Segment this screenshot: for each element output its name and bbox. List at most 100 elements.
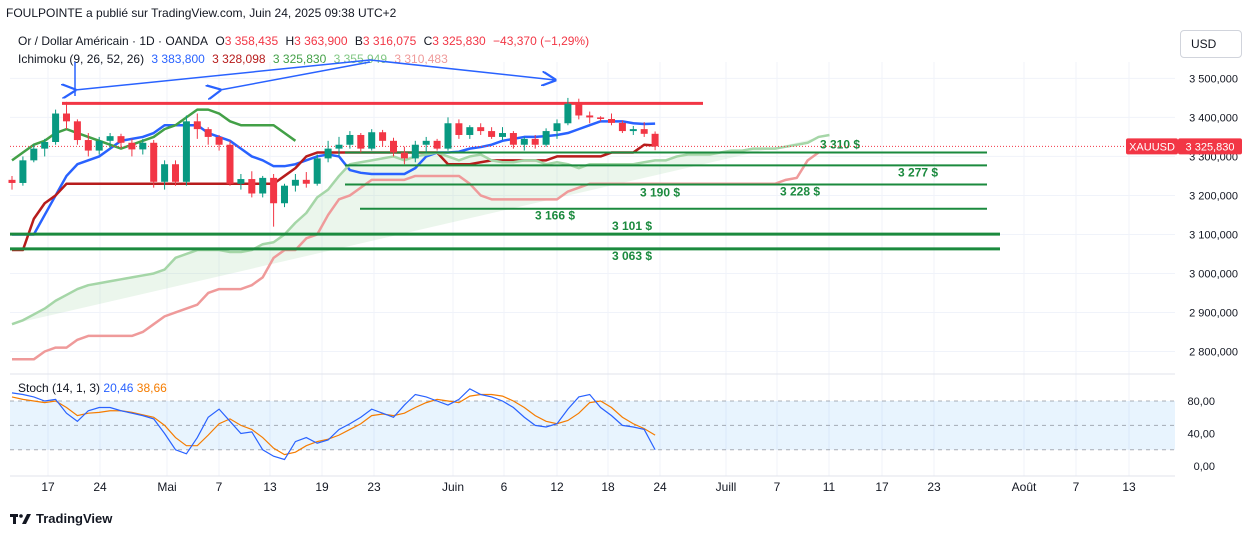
candle-body [390, 140, 397, 153]
candle-body [63, 113, 70, 122]
chikou-line [11, 108, 297, 162]
price-axis-label: 3 100,000 [1189, 229, 1238, 241]
senkou-a-line [11, 133, 830, 326]
close-label: C [423, 34, 433, 48]
footer-brand-label: TradingView [36, 511, 113, 526]
candle-body [73, 121, 81, 141]
support-level-label: 3 166 $ [535, 209, 575, 223]
candle-body [379, 132, 387, 141]
price-axis-label: 3 300,000 [1189, 151, 1238, 163]
trend-arrow-line [75, 59, 371, 90]
time-axis-label: 23 [927, 480, 941, 494]
candle-body [182, 121, 190, 182]
time-axis-label: Juill [716, 480, 737, 494]
candle-body [640, 129, 648, 134]
candle-body [629, 129, 637, 132]
time-axis-label: 13 [1122, 480, 1136, 494]
candle-body [477, 127, 485, 132]
stoch-band [10, 401, 1175, 450]
candle-body [128, 142, 136, 150]
ichimoku-legend: Ichimoku (9, 26, 52, 26) 3 383,800 3 328… [18, 52, 452, 66]
candle-body [117, 136, 125, 143]
high-value: 3 363,900 [294, 34, 348, 48]
price-axis-label: 3 400,000 [1189, 112, 1238, 124]
time-axis-label: 6 [501, 480, 508, 494]
stoch-k-value: 20,46 [103, 381, 134, 395]
candle-body [204, 129, 212, 137]
candle-body [455, 123, 463, 135]
candle-body [618, 122, 626, 132]
price-axis-label: 2 800,000 [1189, 346, 1238, 358]
price-badge-value-bg [1178, 138, 1242, 155]
candle-body [8, 179, 16, 183]
candle-body [106, 136, 114, 141]
candle-body [542, 131, 550, 145]
candle-body [346, 134, 354, 145]
low-value: 3 316,075 [362, 34, 417, 48]
support-level-label: 3 228 $ [780, 185, 820, 199]
candle-body [281, 185, 288, 204]
time-axis-label: 17 [41, 480, 55, 494]
candle-body [499, 133, 506, 137]
time-axis-label: 7 [1073, 480, 1080, 494]
candle-body [520, 138, 528, 145]
publisher-line: FOULPOINTE a publié sur TradingView.com,… [6, 6, 397, 20]
trend-arrow-line [369, 59, 555, 80]
close-value: 3 325,830 [432, 34, 486, 48]
currency-button[interactable]: USD [1180, 30, 1242, 58]
stoch-axis-label: 40,00 [1187, 429, 1215, 441]
candle-body [302, 179, 310, 184]
candle-body [433, 140, 441, 149]
time-axis-label: 23 [367, 480, 381, 494]
time-axis-label: 24 [93, 480, 107, 494]
footer-brand[interactable]: TradingView [10, 511, 112, 526]
low-label: B [354, 34, 363, 48]
time-axis-label: 17 [875, 480, 889, 494]
candle-body [291, 179, 299, 186]
stoch-axis-label: 80,00 [1187, 396, 1215, 408]
candle-body [575, 103, 583, 116]
candle-body [488, 131, 496, 137]
time-axis-label: 24 [653, 480, 667, 494]
candle-body [608, 118, 615, 123]
candle-body [52, 113, 60, 142]
candle-body [30, 148, 38, 161]
candle-body [466, 127, 474, 135]
price-axis-label: 3 200,000 [1189, 190, 1238, 202]
support-level-label: 3 063 $ [612, 249, 652, 263]
candle-body [411, 144, 419, 159]
time-axis-label: Mai [157, 480, 176, 494]
span-b-value: 3 310,483 [394, 52, 448, 66]
candle-body [95, 140, 103, 151]
price-badge-symbol: XAUUSD [1129, 141, 1175, 153]
candle-body [357, 134, 365, 149]
time-axis-label: 7 [774, 480, 781, 494]
time-axis-label: 7 [216, 480, 223, 494]
tenkan-value: 3 383,800 [151, 52, 205, 66]
kijun-value: 3 328,098 [212, 52, 266, 66]
time-axis-label: 19 [315, 480, 329, 494]
symbol-label: Or / Dollar Américain · 1D · OANDA [18, 34, 209, 48]
kijun-line [12, 143, 656, 252]
candle-body [139, 142, 147, 150]
candle-body [19, 160, 27, 183]
price-badge-symbol-bg [1126, 138, 1178, 155]
candle-body [259, 177, 267, 194]
time-axis-label: 13 [263, 480, 277, 494]
time-axis-label: Juin [442, 480, 464, 494]
candle-body [324, 148, 332, 159]
candle-body [586, 115, 594, 118]
tradingview-logo-icon [10, 513, 31, 524]
chikou-value: 3 325,830 [272, 52, 327, 66]
ichimoku-label: Ichimoku (9, 26, 52, 26) [18, 52, 145, 66]
candle-body [248, 179, 256, 194]
candle-body [564, 103, 572, 124]
price-axis-label: 2 900,000 [1189, 307, 1238, 319]
stoch-label: Stoch (14, 1, 3) [18, 381, 101, 395]
stoch-d-value: 38,66 [136, 381, 167, 395]
ohlc-legend: Or / Dollar Américain · 1D · OANDA O3 35… [18, 34, 593, 48]
support-level-label: 3 101 $ [612, 219, 652, 233]
candle-body [531, 138, 539, 145]
candle-body [84, 140, 92, 151]
